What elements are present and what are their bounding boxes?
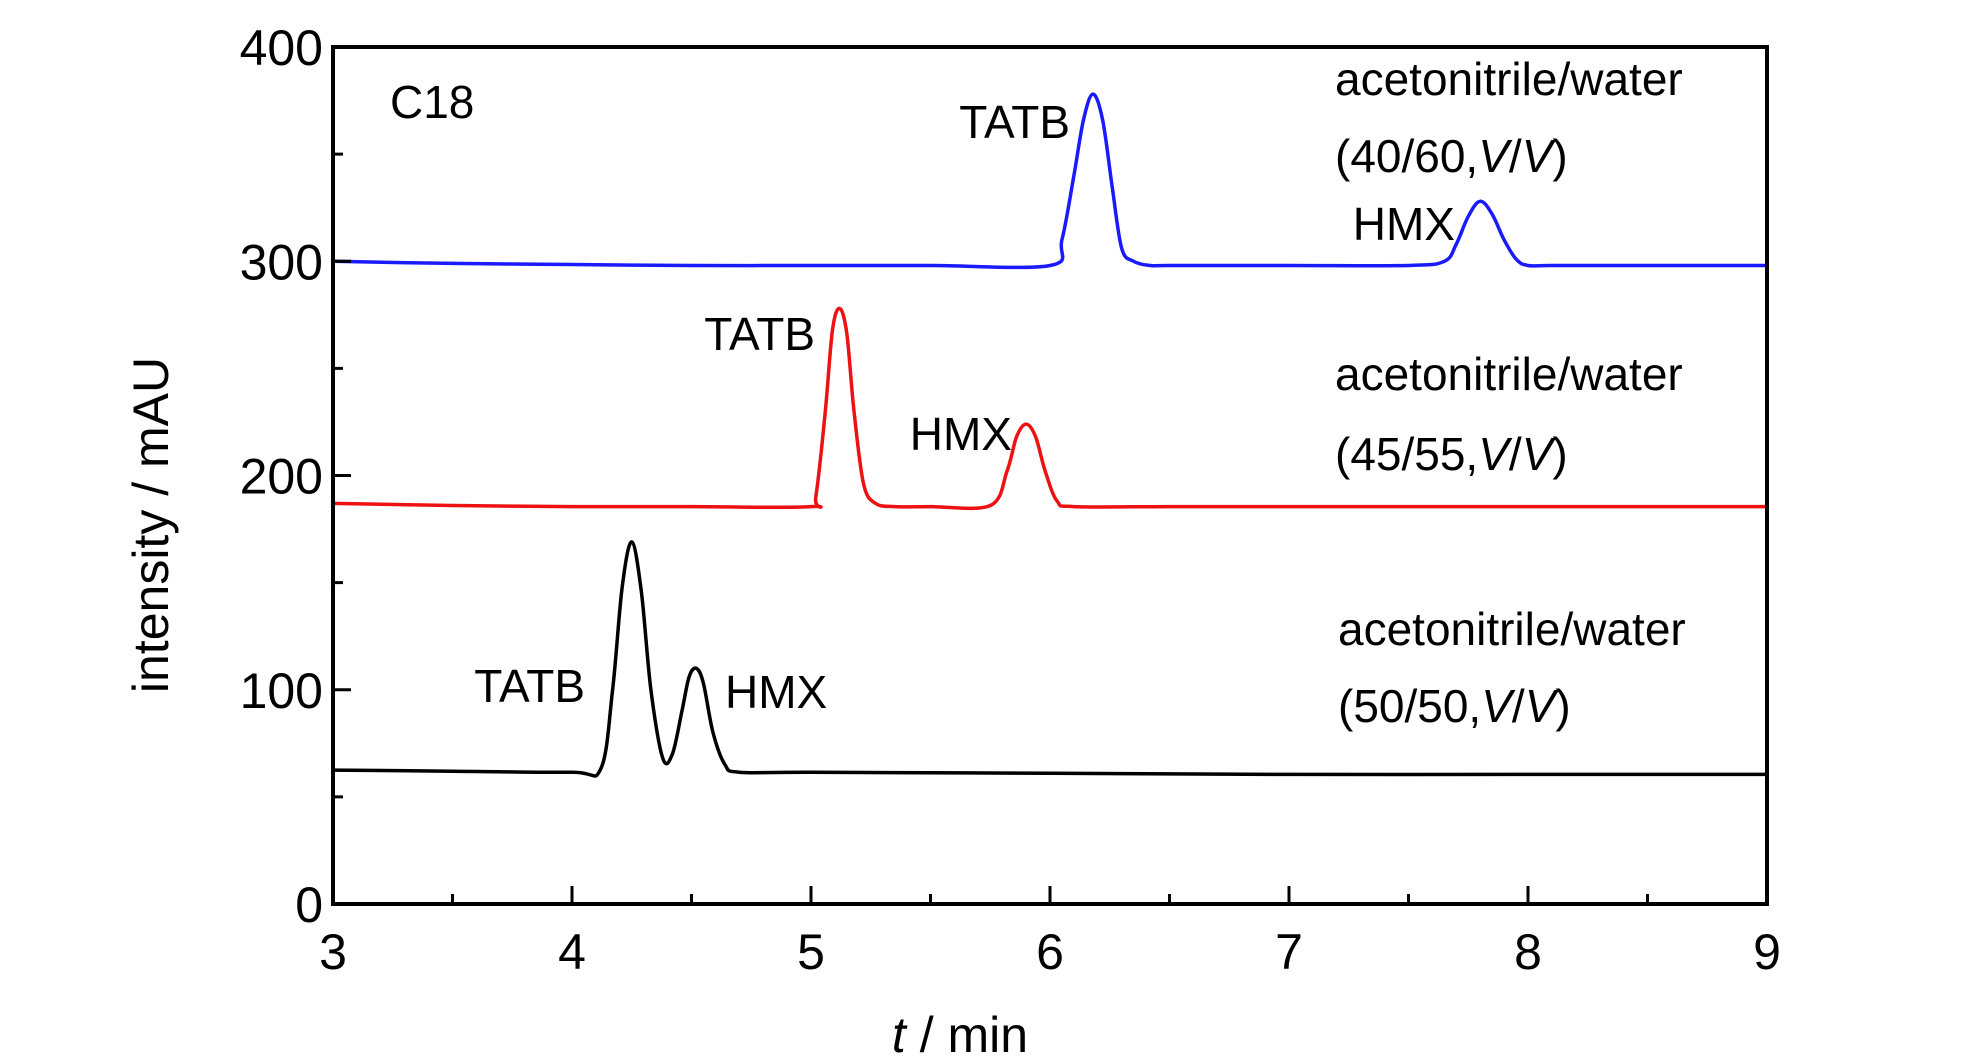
- series-group: [332, 92, 1767, 778]
- axis-ticks: 3 4 5 6 7 8 9 0 100 200 300 400: [240, 20, 1781, 980]
- series-50-50-line: [332, 540, 1767, 778]
- y-tick-label: 200: [240, 449, 323, 505]
- condition-50-50-v2: V: [1525, 680, 1560, 732]
- x-axis-title: t / min: [892, 1007, 1028, 1062]
- peak-label-tatb-45-55: TATB: [704, 308, 815, 360]
- condition-45-55-ratio: (45/55,V/V): [1335, 428, 1568, 480]
- condition-45-55-solvent: acetonitrile/water: [1335, 348, 1683, 400]
- condition-40-60-ratio-text: (40/60,: [1335, 130, 1478, 182]
- x-axis-title-unit: / min: [906, 1007, 1028, 1062]
- series-45-55-line: [332, 306, 1767, 511]
- condition-45-55-slash: /: [1509, 428, 1522, 480]
- condition-40-60-close: ): [1552, 130, 1567, 182]
- condition-50-50-close: ): [1555, 680, 1570, 732]
- condition-50-50-solvent: acetonitrile/water: [1338, 603, 1686, 655]
- x-axis-title-italic: t: [892, 1007, 908, 1062]
- condition-50-50-ratio-text: (50/50,: [1338, 680, 1481, 732]
- x-tick-label: 6: [1036, 924, 1064, 980]
- y-tick-label: 100: [240, 663, 323, 719]
- peak-label-tatb-40-60: TATB: [959, 96, 1070, 148]
- condition-45-55-close: ): [1552, 428, 1567, 480]
- condition-50-50-v1: V: [1481, 680, 1516, 732]
- y-axis-title: intensity / mAU: [123, 357, 179, 693]
- condition-45-55-ratio-text: (45/55,: [1335, 428, 1478, 480]
- condition-50-50-slash: /: [1512, 680, 1525, 732]
- condition-45-55-v1: V: [1478, 428, 1513, 480]
- peak-label-tatb-50-50: TATB: [474, 660, 585, 712]
- peak-label-hmx-45-55: HMX: [910, 408, 1012, 460]
- peak-label-hmx-40-60: HMX: [1353, 198, 1455, 250]
- condition-45-55-v2: V: [1522, 428, 1557, 480]
- x-tick-label: 7: [1275, 924, 1303, 980]
- x-tick-label: 4: [558, 924, 586, 980]
- condition-50-50-ratio: (50/50,V/V): [1338, 680, 1571, 732]
- y-tick-label: 400: [240, 20, 323, 76]
- condition-40-60-slash: /: [1509, 130, 1522, 182]
- condition-40-60-ratio: (40/60,V/V): [1335, 130, 1568, 182]
- peak-label-hmx-50-50: HMX: [725, 666, 827, 718]
- x-tick-label: 9: [1753, 924, 1781, 980]
- x-tick-label: 8: [1514, 924, 1542, 980]
- x-tick-label: 5: [797, 924, 825, 980]
- column-label: C18: [390, 76, 474, 128]
- condition-40-60-solvent: acetonitrile/water: [1335, 53, 1683, 105]
- series-40-60-line: [332, 92, 1767, 270]
- y-tick-label: 300: [240, 234, 323, 290]
- y-tick-label: 0: [295, 877, 323, 933]
- condition-40-60-v2: V: [1522, 130, 1557, 182]
- x-tick-label: 3: [319, 924, 347, 980]
- condition-40-60-v1: V: [1478, 130, 1513, 182]
